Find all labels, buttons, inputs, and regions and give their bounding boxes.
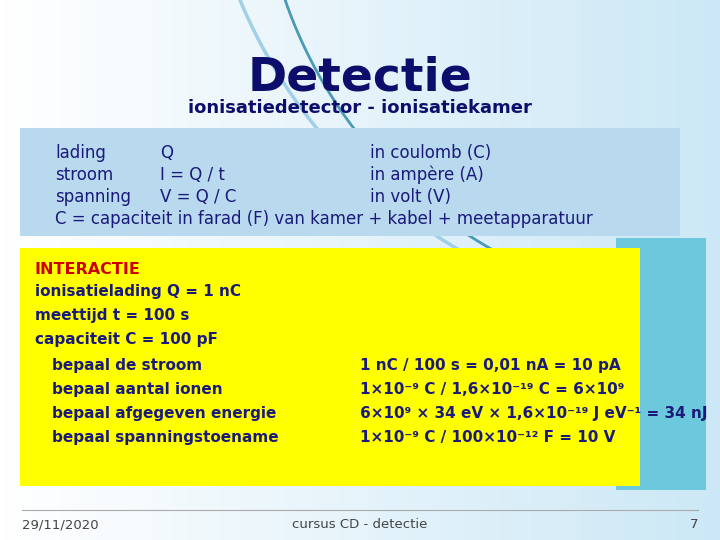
Polygon shape (616, 238, 706, 490)
Text: 7: 7 (690, 518, 698, 531)
Text: C = capaciteit in farad (F) van kamer + kabel + meetapparatuur: C = capaciteit in farad (F) van kamer + … (55, 210, 593, 228)
Text: Q: Q (160, 144, 173, 162)
Text: cursus CD - detectie: cursus CD - detectie (292, 518, 428, 531)
Text: 6×10⁹ × 34 eV × 1,6×10⁻¹⁹ J eV⁻¹ = 34 nJ: 6×10⁹ × 34 eV × 1,6×10⁻¹⁹ J eV⁻¹ = 34 nJ (360, 406, 708, 421)
Text: lading: lading (55, 144, 106, 162)
Text: 29/11/2020: 29/11/2020 (22, 518, 99, 531)
Text: capaciteit C = 100 pF: capaciteit C = 100 pF (35, 332, 218, 347)
Text: in volt (V): in volt (V) (370, 188, 451, 206)
Text: ionisatielading Q = 1 nC: ionisatielading Q = 1 nC (35, 284, 241, 299)
Text: meettijd t = 100 s: meettijd t = 100 s (35, 308, 189, 323)
FancyBboxPatch shape (20, 128, 680, 236)
Text: 1×10⁻⁹ C / 1,6×10⁻¹⁹ C = 6×10⁹: 1×10⁻⁹ C / 1,6×10⁻¹⁹ C = 6×10⁹ (360, 382, 624, 397)
Text: bepaal afgegeven energie: bepaal afgegeven energie (52, 406, 276, 421)
FancyBboxPatch shape (20, 248, 640, 486)
Text: in coulomb (C): in coulomb (C) (370, 144, 491, 162)
Text: stroom: stroom (55, 166, 113, 184)
Text: 1 nC / 100 s = 0,01 nA = 10 pA: 1 nC / 100 s = 0,01 nA = 10 pA (360, 358, 621, 373)
Text: bepaal aantal ionen: bepaal aantal ionen (52, 382, 222, 397)
Text: ionisatiedetector - ionisatiekamer: ionisatiedetector - ionisatiekamer (188, 99, 532, 117)
Text: Detectie: Detectie (248, 56, 472, 100)
Text: in ampère (A): in ampère (A) (370, 166, 484, 185)
Text: I = Q / t: I = Q / t (160, 166, 225, 184)
Text: bepaal de stroom: bepaal de stroom (52, 358, 202, 373)
Text: bepaal spanningstoename: bepaal spanningstoename (52, 430, 279, 445)
Text: V = Q / C: V = Q / C (160, 188, 236, 206)
Text: INTERACTIE: INTERACTIE (35, 262, 141, 277)
Text: 1×10⁻⁹ C / 100×10⁻¹² F = 10 V: 1×10⁻⁹ C / 100×10⁻¹² F = 10 V (360, 430, 616, 445)
Text: spanning: spanning (55, 188, 131, 206)
